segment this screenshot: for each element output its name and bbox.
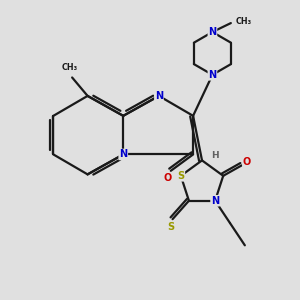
Text: H: H [211, 152, 218, 160]
Text: N: N [155, 91, 163, 101]
Text: N: N [208, 70, 217, 80]
Text: CH₃: CH₃ [62, 64, 78, 73]
Text: O: O [243, 158, 251, 167]
Text: S: S [177, 171, 184, 181]
Text: O: O [163, 173, 171, 183]
Text: N: N [208, 27, 217, 37]
Text: S: S [167, 223, 175, 232]
Text: N: N [119, 149, 127, 160]
Text: N: N [211, 196, 219, 206]
Text: CH₃: CH₃ [235, 17, 251, 26]
